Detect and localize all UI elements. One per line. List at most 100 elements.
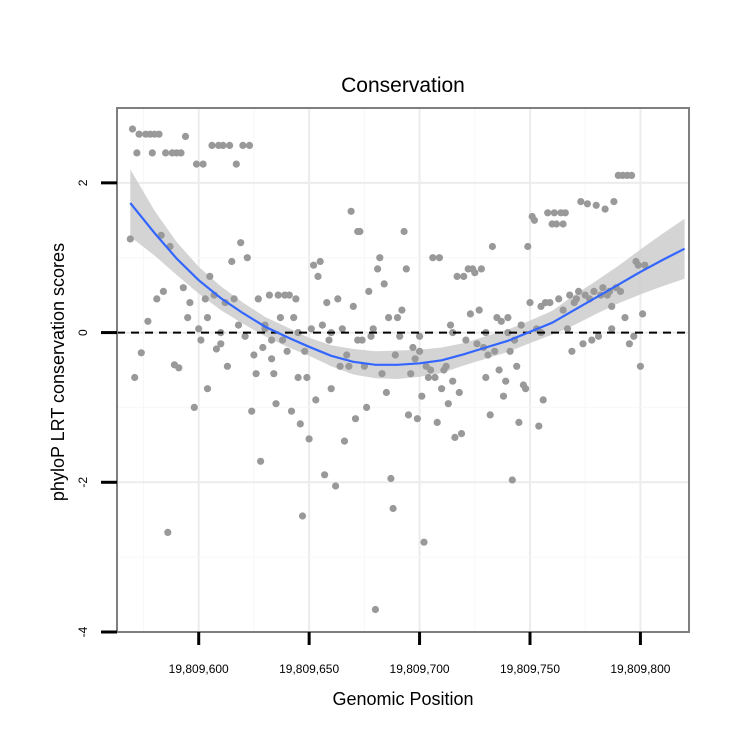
data-point (290, 314, 298, 322)
data-point (239, 141, 247, 149)
data-point (385, 314, 393, 322)
data-point (351, 415, 360, 423)
data-point (367, 332, 375, 340)
x-tick-label: 19,809,750 (500, 662, 560, 676)
data-point (524, 242, 532, 251)
data-point (438, 385, 446, 393)
data-point (181, 132, 190, 140)
data-point (435, 254, 443, 262)
data-point (453, 272, 461, 280)
data-point (363, 403, 371, 411)
data-point (497, 317, 505, 325)
data-point (592, 201, 600, 209)
data-point (639, 310, 647, 318)
smooth-line (129, 202, 686, 366)
data-point (396, 332, 404, 340)
data-point (190, 403, 198, 411)
chart-title: Conservation (341, 74, 465, 97)
data-point (292, 295, 300, 303)
data-point (279, 336, 287, 344)
data-point (197, 336, 205, 344)
data-point (634, 261, 642, 269)
data-point (608, 302, 616, 310)
data-point (301, 347, 309, 355)
data-point (526, 299, 534, 307)
data-point (336, 362, 344, 370)
data-point (203, 314, 212, 322)
data-point (376, 254, 384, 262)
data-point (164, 528, 172, 537)
data-point (365, 287, 373, 295)
data-point (254, 295, 262, 303)
data-point (327, 385, 335, 393)
data-point (272, 400, 280, 408)
data-point (318, 321, 326, 329)
data-point (429, 254, 437, 262)
data-point (177, 149, 185, 157)
confidence-ribbon-layer (130, 169, 685, 379)
x-axis-title: Genomic Position (332, 689, 473, 709)
data-point (502, 377, 510, 385)
data-point (546, 299, 554, 307)
data-point (126, 235, 134, 243)
data-point (407, 370, 415, 378)
data-point (418, 392, 426, 400)
data-point (155, 130, 163, 138)
data-point (400, 227, 408, 236)
data-point (398, 306, 406, 314)
data-point (495, 366, 503, 374)
data-point (444, 400, 452, 408)
y-tick-label: 0 (76, 329, 90, 336)
data-point (491, 347, 499, 355)
data-point (270, 370, 278, 378)
data-point (259, 343, 267, 352)
data-point (413, 415, 421, 423)
data-point (409, 343, 417, 352)
data-point (575, 287, 583, 295)
x-tick-label: 19,809,800 (610, 662, 670, 676)
data-point (517, 321, 525, 329)
data-point (628, 171, 636, 179)
data-point (488, 242, 496, 251)
data-point (477, 265, 485, 273)
data-point (128, 125, 137, 133)
data-point (572, 295, 581, 303)
data-point (544, 209, 552, 217)
data-point (332, 482, 340, 490)
data-point (522, 385, 530, 393)
data-point (427, 366, 435, 374)
data-point (312, 396, 320, 404)
data-point (226, 141, 234, 149)
data-point (274, 291, 282, 299)
data-point (223, 362, 231, 370)
data-point (131, 373, 139, 382)
data-point (559, 220, 567, 228)
data-point (504, 314, 512, 322)
data-point (636, 362, 645, 370)
data-point (192, 160, 201, 168)
data-point (431, 373, 439, 382)
data-point (245, 141, 254, 149)
data-point (393, 314, 402, 322)
data-point (137, 349, 145, 357)
data-point (316, 257, 324, 266)
data-point (460, 272, 468, 280)
data-point (471, 269, 479, 277)
data-point (356, 227, 364, 236)
data-point (252, 370, 260, 378)
data-point (201, 295, 209, 303)
data-point (473, 340, 481, 348)
data-point (285, 291, 293, 299)
data-point (195, 325, 203, 333)
data-point (446, 321, 455, 329)
data-point (206, 272, 214, 280)
data-point (268, 355, 276, 363)
data-point (508, 476, 516, 484)
data-point (314, 272, 322, 280)
data-point (451, 433, 459, 441)
data-point (466, 310, 474, 318)
data-point (550, 209, 558, 217)
data-point (257, 457, 265, 465)
x-tick-label: 19,809,700 (390, 662, 450, 676)
